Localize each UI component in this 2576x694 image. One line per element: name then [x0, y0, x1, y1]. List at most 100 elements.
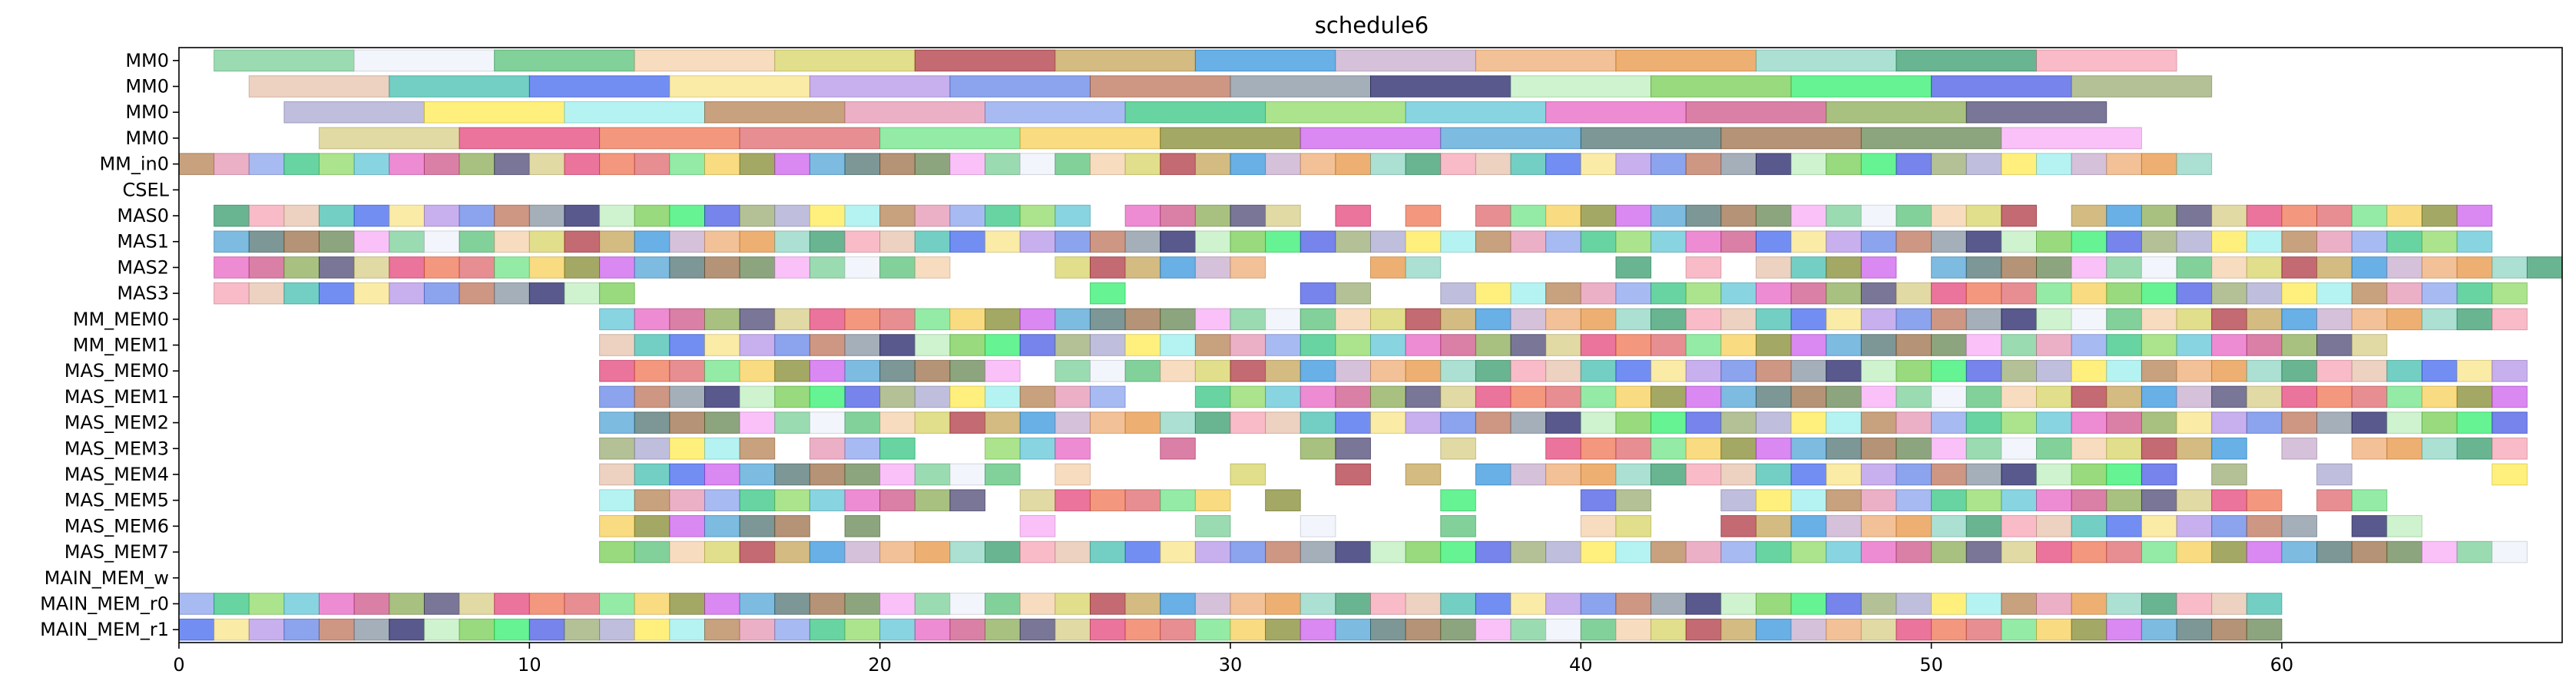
task-bar-mas-mem3	[1580, 437, 1617, 460]
task-bar-main-mem-r0	[1265, 593, 1301, 615]
task-bar-mm-in0	[1826, 153, 1862, 175]
task-bar-mas1	[599, 230, 635, 253]
task-bar-mas2	[879, 256, 916, 279]
task-bar-mm-in0	[1440, 153, 1476, 175]
task-bar-mas-mem6	[739, 515, 776, 537]
task-bar-mas-mem2	[1860, 411, 1897, 434]
task-bar-mm-mem1	[1826, 334, 1862, 356]
task-bar-mas-mem4	[1510, 463, 1547, 486]
task-bar-mas3	[2246, 282, 2283, 305]
task-bar-main-mem-r0	[528, 593, 565, 615]
task-bar-mas-mem0	[1931, 359, 1967, 382]
task-bar-mm0-1	[809, 75, 951, 97]
task-bar-mas-mem6	[2351, 515, 2388, 537]
task-bar-mas-mem6	[1790, 515, 1827, 537]
task-bar-mas2	[1160, 256, 1196, 279]
task-bar-mas0	[494, 204, 530, 227]
task-bar-mas-mem1	[2001, 385, 2038, 408]
task-bar-mas3	[2492, 282, 2528, 305]
task-bar-mas-mem2	[949, 411, 986, 434]
task-bar-mas-mem4	[1790, 463, 1827, 486]
task-bar-mas-mem3	[2421, 437, 2458, 460]
task-bar-mm-in0	[1370, 153, 1406, 175]
task-bar-mas-mem1	[2141, 385, 2177, 408]
task-bar-mas0	[1124, 204, 1161, 227]
task-bar-mas-mem5	[1089, 489, 1126, 511]
task-bar-mas-mem3	[1720, 437, 1757, 460]
task-bar-mas-mem2	[2386, 411, 2422, 434]
task-bar-mm-mem1	[1931, 334, 1967, 356]
task-bar-main-mem-r0	[1965, 593, 2002, 615]
task-bar-mas0	[2176, 204, 2213, 227]
task-bar-mas-mem1	[2281, 385, 2318, 408]
task-bar-main-mem-r1	[809, 618, 846, 641]
task-bar-main-mem-r0	[879, 593, 916, 615]
task-bar-mas2	[423, 256, 460, 279]
task-bar-mm-in0	[494, 153, 530, 175]
task-bar-mas1	[214, 230, 250, 253]
task-bar-mas-mem5	[669, 489, 705, 511]
task-bar-mm-in0	[564, 153, 601, 175]
task-bar-mas1	[1931, 230, 1967, 253]
task-bar-main-mem-r1	[879, 618, 916, 641]
task-bar-mas2	[1615, 256, 1652, 279]
task-bar-mas3	[2421, 282, 2458, 305]
y-tick-label: MM_MEM1	[73, 335, 169, 356]
task-bar-mas2	[283, 256, 320, 279]
task-bar-mas2	[389, 256, 425, 279]
task-bar-mas-mem7	[1265, 540, 1301, 563]
task-bar-mas3	[389, 282, 425, 305]
task-bar-mas-mem1	[1440, 385, 1476, 408]
task-bar-mm-mem1	[2001, 334, 2038, 356]
x-tick-label: 10	[518, 654, 541, 676]
task-bar-main-mem-r1	[704, 618, 740, 641]
task-bar-mm0-1	[949, 75, 1091, 97]
task-bar-mas-mem3	[2176, 437, 2213, 460]
task-bar-mas-mem1	[1019, 385, 1056, 408]
task-bar-mas-mem6	[634, 515, 670, 537]
task-bar-mas-mem3	[1790, 437, 1827, 460]
task-bar-mm-in0	[634, 153, 670, 175]
task-bar-mm-mem1	[634, 334, 670, 356]
task-bar-mm-in0	[1160, 153, 1196, 175]
task-bar-mas-mem7	[1685, 540, 1722, 563]
task-bar-mm-mem0	[739, 308, 776, 331]
task-bar-mas-mem0	[1826, 359, 1862, 382]
task-bar-mm0-3	[1860, 127, 2002, 150]
task-bar-mas2	[1965, 256, 2002, 279]
task-bar-mm-mem1	[2211, 334, 2247, 356]
x-tick-label: 30	[1219, 654, 1243, 676]
task-bar-mas-mem1	[2421, 385, 2458, 408]
task-bar-mas-mem5	[704, 489, 740, 511]
task-bar-mas-mem1	[879, 385, 916, 408]
task-bar-mas-mem3	[2001, 437, 2038, 460]
task-bar-mas1	[669, 230, 705, 253]
task-bar-mas-mem2	[2316, 411, 2353, 434]
task-bar-mm0-0	[1896, 49, 2038, 72]
task-bar-mas-mem5	[599, 489, 635, 511]
task-bar-mm-mem0	[599, 308, 635, 331]
task-bar-mas0	[739, 204, 776, 227]
y-tick-label: MAS_MEM5	[65, 490, 169, 511]
task-bar-main-mem-r1	[2141, 618, 2177, 641]
task-bar-mm-in0	[704, 153, 740, 175]
task-bar-main-mem-r1	[1685, 618, 1722, 641]
task-bar-mas-mem7	[1545, 540, 1581, 563]
task-bar-mas0	[564, 204, 601, 227]
task-bar-mas-mem1	[599, 385, 635, 408]
task-bar-mas2	[914, 256, 951, 279]
task-bar-mm0-3	[1300, 127, 1442, 150]
task-bar-mas3	[1931, 282, 1967, 305]
task-bar-mas3	[1651, 282, 1687, 305]
task-bar-main-mem-r1	[178, 618, 215, 641]
task-bar-mas1	[739, 230, 776, 253]
task-bar-mas2	[2526, 256, 2563, 279]
task-bar-mas-mem7	[809, 540, 846, 563]
task-bar-mas1	[1300, 230, 1336, 253]
task-bar-mm-in0	[739, 153, 776, 175]
task-bar-mas-mem6	[704, 515, 740, 537]
task-bar-main-mem-r1	[564, 618, 601, 641]
task-bar-main-mem-r1	[528, 618, 565, 641]
task-bar-mas-mem2	[774, 411, 810, 434]
task-bar-mm0-0	[634, 49, 776, 72]
